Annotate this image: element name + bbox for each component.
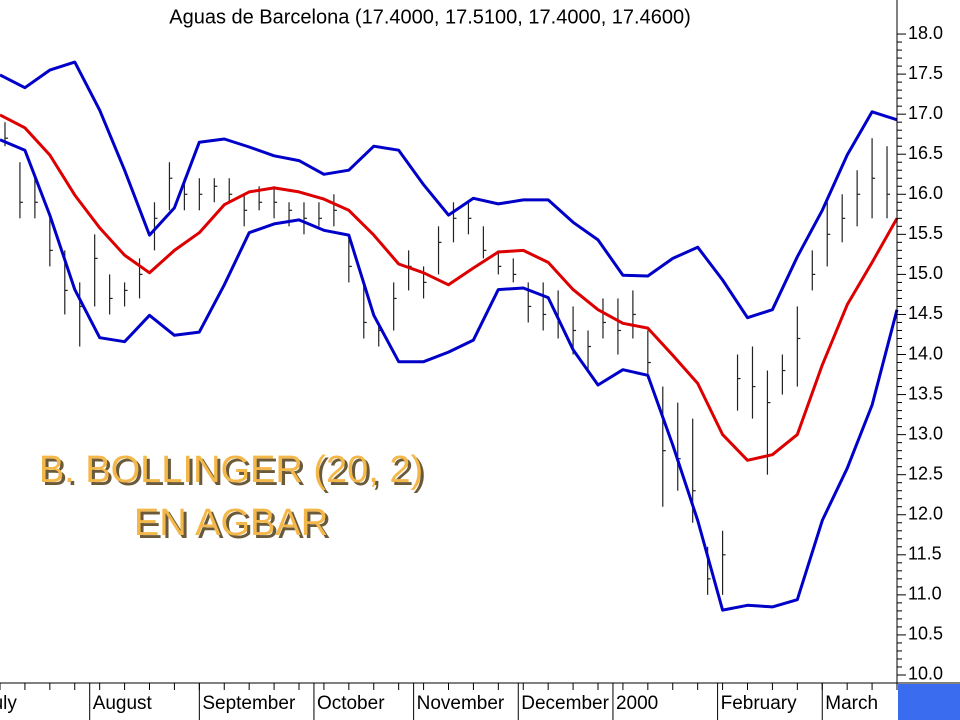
x-tick-label: 2000 [616, 693, 658, 714]
x-tick-label: February [721, 693, 798, 714]
x-tick-label: November [417, 693, 505, 714]
x-tick-label: August [93, 693, 153, 714]
y-tick-label: 16.0 [908, 183, 943, 203]
y-tick-label: 14.0 [908, 343, 943, 363]
annotation: B. BOLLINGER (20, 2) [39, 449, 423, 491]
x-tick-label: March [825, 693, 878, 714]
y-tick-label: 18.0 [908, 23, 943, 43]
band-line [0, 138, 899, 612]
x-tick-label: September [202, 693, 296, 714]
corner-box [898, 684, 960, 720]
y-tick-label: 12.0 [908, 504, 943, 524]
y-tick-label: 11.0 [908, 584, 942, 604]
x-tick-label: July [0, 693, 17, 714]
y-tick-label: 11.5 [908, 544, 942, 564]
y-tick-label: 13.5 [908, 383, 943, 403]
annotation: EN AGBAR [134, 502, 328, 544]
band-line [0, 60, 898, 320]
y-tick-label: 10.5 [908, 624, 943, 644]
y-tick-label: 10.0 [908, 664, 943, 684]
annotation-shadow: B. BOLLINGER (20, 2) [42, 452, 426, 494]
y-tick-label: 15.0 [908, 263, 943, 283]
plot-area [0, 60, 899, 612]
annotation-shadow: EN AGBAR [137, 505, 331, 547]
chart-title: Aguas de Barcelona (17.4000, 17.5100, 17… [169, 6, 691, 28]
band-line [0, 113, 899, 462]
x-tick-label: October [317, 693, 385, 714]
x-tick-label: December [521, 693, 609, 714]
y-tick-label: 15.5 [908, 223, 943, 243]
y-tick-label: 14.5 [908, 303, 943, 323]
y-tick-label: 17.0 [908, 103, 943, 123]
y-tick-label: 16.5 [908, 143, 943, 163]
y-tick-label: 12.5 [908, 463, 943, 483]
y-tick-label: 13.0 [908, 423, 943, 443]
y-tick-label: 17.5 [908, 63, 943, 83]
